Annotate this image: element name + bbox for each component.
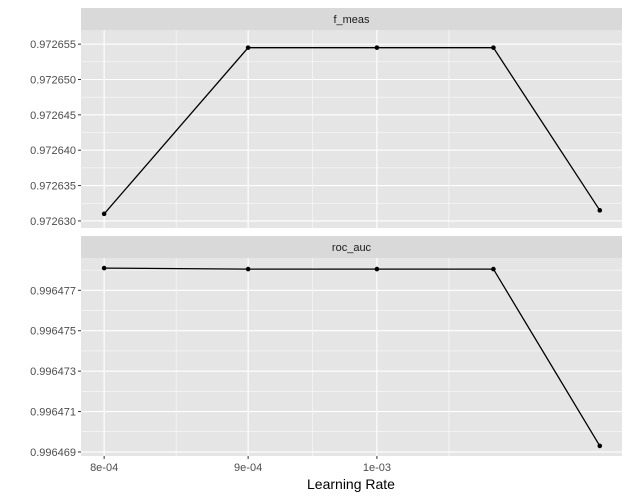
data-point [101,265,107,271]
facet-strip [81,8,622,30]
data-point [245,45,251,50]
y-tick-label: 0.972645 [30,110,76,122]
y-tick-label: 0.972640 [30,145,76,157]
x-tick-label: 1e-03 [363,462,391,474]
data-point [245,266,251,272]
data-point [597,443,603,449]
data-point [101,211,107,217]
data-point [491,45,496,50]
facet-panels: f_meas 0.972630 0.972635 0.972640 0.972645 0.… [30,8,622,459]
x-tick-label: 9e-04 [234,462,262,474]
y-tick-label: 0.996469 [30,447,76,459]
panel-background [81,30,622,228]
x-axis: 8e-04 9e-04 1e-03 [90,456,391,474]
facet-roc-auc: roc_auc 0.996469 0.996471 0.996473 0.996475 0… [30,236,622,459]
x-axis-title: Learning Rate [307,476,395,492]
y-tick-label: 0.972635 [30,181,76,193]
facet-strip [81,236,622,258]
y-tick-label: 0.972655 [30,39,76,51]
x-tick-label: 8e-04 [90,462,118,474]
data-point [597,208,603,213]
facet-strip-label: f_meas [333,14,370,26]
y-tick-label: 0.972650 [30,75,76,87]
y-tick-label: 0.996477 [30,285,76,297]
data-point [374,266,380,272]
y-tick-label: 0.996471 [30,407,76,419]
y-tick-label: 0.996475 [30,326,76,338]
y-tick-label: 0.972630 [30,216,76,228]
data-point [491,266,496,272]
y-tick-label: 0.996473 [30,366,76,378]
facet-strip-label: roc_auc [332,242,372,254]
panel-background [81,258,622,456]
facet-f-meas: f_meas 0.972630 0.972635 0.972640 0.972645 0.… [30,8,622,228]
data-point [374,45,380,50]
